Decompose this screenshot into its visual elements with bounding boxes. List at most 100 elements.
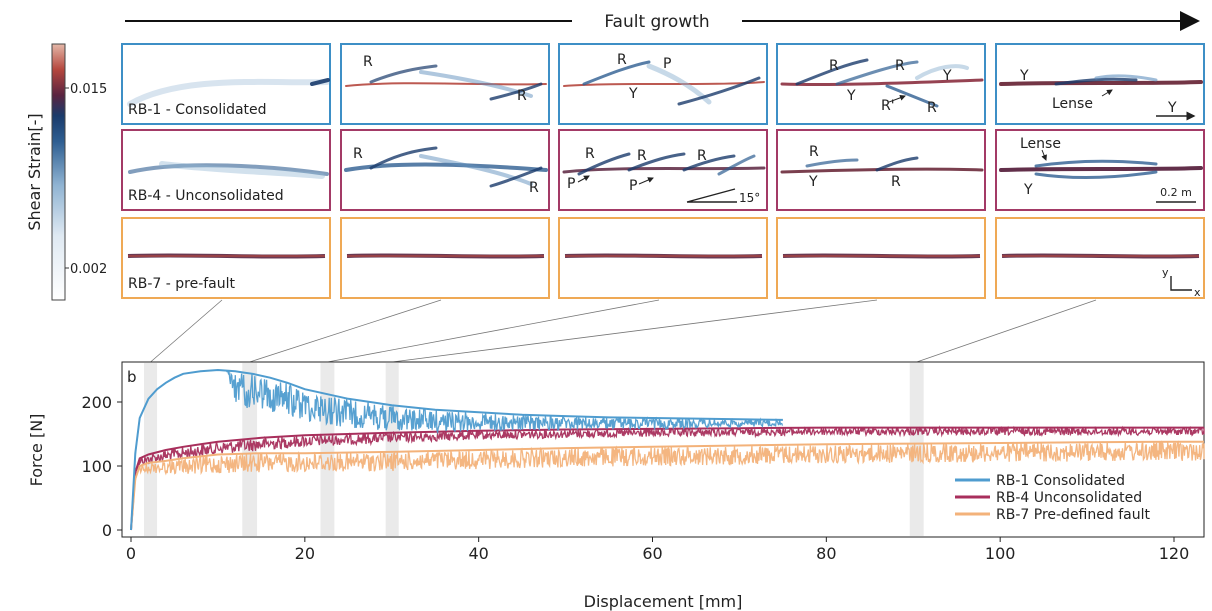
row-label: RB-4 - Unconsolidated: [128, 188, 284, 204]
colorbar-gradient: [51, 43, 66, 301]
row-label: RB-7 - pre-fault: [128, 276, 236, 292]
strain-map-panel: [121, 129, 331, 211]
strain-band: [127, 78, 330, 107]
connector-line: [916, 299, 1097, 363]
connector-line: [150, 299, 223, 363]
strain-band: [310, 78, 330, 86]
strain-map-panel: [995, 129, 1205, 211]
strain-map-panel: [558, 43, 768, 125]
strain-map-panel: [121, 43, 331, 125]
x-ticks: 0 20 40 60 80 100 120: [126, 537, 1189, 563]
series-line: [130, 425, 1205, 531]
strain-map-panel: [558, 217, 768, 299]
strain-map-panel: [776, 129, 986, 211]
strain-band: [627, 152, 686, 172]
legend-label: RB-4 Unconsolidated: [996, 490, 1142, 506]
strain-band: [1054, 77, 1138, 86]
strain-band: [780, 78, 984, 87]
feature-label: P: [663, 56, 671, 72]
strain-map-frame: [121, 43, 331, 125]
legend-label: RB-7 Pre-defined fault: [996, 507, 1150, 523]
x-tick-label: 60: [642, 544, 662, 563]
connector-line: [327, 299, 660, 363]
pointer-arrow: [888, 94, 906, 103]
x-tick-label: 0: [126, 544, 136, 563]
angle-label: 15°: [739, 191, 760, 205]
feature-label: Lense: [1052, 96, 1093, 112]
x-tick-label: 20: [295, 544, 315, 563]
highlight-band: [385, 363, 399, 536]
highlight-band: [320, 363, 335, 536]
connector-lines: [150, 299, 1097, 363]
strain-map-panel: [558, 129, 768, 211]
x-tick-label: 120: [1159, 544, 1190, 563]
series-layer: [130, 368, 1205, 531]
y-axis-label: Force [N]: [27, 414, 46, 487]
feature-label: Y: [628, 86, 638, 102]
feature-label: Y: [846, 88, 856, 104]
strain-map-panel: [995, 217, 1205, 299]
strain-band: [577, 152, 631, 176]
y-ticks: 0 100 200: [81, 393, 122, 540]
strain-map-panel: [776, 43, 986, 125]
strain-band: [128, 163, 329, 176]
feature-label: R: [697, 148, 707, 164]
feature-label: R: [809, 144, 819, 160]
feature-label: R': [881, 98, 895, 114]
feature-label: Y: [808, 174, 818, 190]
strain-band: [159, 161, 325, 179]
angle-indicator: [686, 188, 737, 203]
strain-band: [369, 64, 438, 84]
strain-map-panel: [340, 217, 550, 299]
series-line: [130, 440, 1205, 531]
colorbar-tick-high-label: 0.015: [70, 82, 107, 97]
panel-b-label: b: [127, 368, 137, 386]
strain-map-panel: [995, 43, 1205, 125]
connector-line: [249, 299, 442, 363]
series-envelope: [130, 368, 783, 531]
feature-label: Y: [942, 68, 952, 84]
strain-band: [677, 76, 761, 106]
strain-band: [835, 60, 919, 86]
strain-map-panel: [340, 43, 550, 125]
feature-label: R: [353, 146, 363, 162]
feature-label: R: [891, 174, 901, 190]
strain-band: [419, 154, 533, 186]
x-axis-label: Displacement [mm]: [584, 592, 743, 611]
x-tick-label: 80: [816, 544, 836, 563]
strain-map-panel: [776, 217, 986, 299]
row-label: RB-1 - Consolidated: [128, 102, 267, 118]
pointer-arrow: [638, 177, 654, 185]
axes-y-label: y: [1162, 266, 1169, 279]
feature-label: R: [829, 58, 839, 74]
colorbar: 0.015 0.002 Shear Strain[-]: [25, 43, 107, 301]
series-envelope: [130, 440, 1204, 531]
feature-label: R: [927, 100, 937, 116]
strain-map-panel: [340, 129, 550, 211]
feature-label: R: [585, 146, 595, 162]
strain-band: [489, 82, 543, 101]
legend-label: RB-1 Consolidated: [996, 473, 1125, 489]
feature-label: Y: [1023, 182, 1033, 198]
highlight-band: [144, 363, 158, 536]
strain-band: [582, 60, 651, 86]
feature-label: R: [617, 52, 627, 68]
pointer-arrow: [1101, 89, 1113, 97]
pointer-arrow: [577, 175, 590, 183]
feature-label: R: [517, 88, 527, 104]
strain-map-frame: [340, 129, 550, 211]
colorbar-tick-low-label: 0.002: [70, 262, 107, 277]
fault-growth-label: Fault growth: [604, 12, 709, 32]
series-envelope: [130, 426, 1204, 531]
feature-label: R: [637, 148, 647, 164]
strain-band: [717, 154, 756, 176]
force-displacement-chart: 0 20 40 60 80 100 120 0 100 200 b Displacement […: [27, 361, 1205, 611]
strain-band: [1094, 74, 1158, 82]
strain-band: [344, 162, 548, 172]
strain-band: [999, 80, 1203, 86]
strain-band: [915, 64, 969, 80]
feature-label: Y: [1167, 100, 1177, 116]
